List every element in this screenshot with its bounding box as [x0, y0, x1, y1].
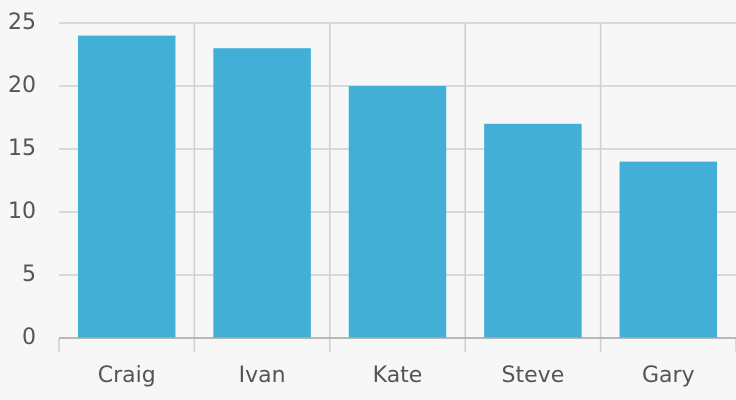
x-tick-label: Steve [502, 363, 565, 388]
y-tick-label: 5 [22, 262, 36, 287]
bar [77, 35, 176, 338]
y-tick-label: 15 [8, 136, 36, 161]
y-tick-label: 10 [8, 199, 36, 224]
bar [484, 123, 582, 338]
y-tick-label: 0 [22, 325, 36, 350]
bar [348, 86, 447, 338]
bar [619, 161, 718, 338]
x-tick-label: Ivan [239, 363, 286, 388]
y-tick-label: 25 [8, 10, 36, 35]
y-tick-label: 20 [8, 73, 36, 98]
x-tick-label: Gary [642, 363, 695, 388]
x-tick-label: Craig [98, 363, 156, 388]
x-tick-label: Kate [373, 363, 423, 388]
bar [213, 48, 311, 338]
